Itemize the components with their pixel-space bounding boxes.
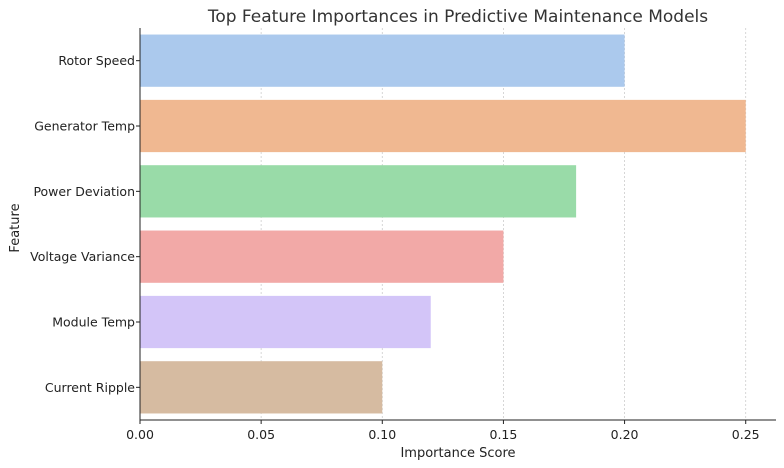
x-tick-label: 0.05 — [247, 427, 275, 442]
bar-voltage-variance — [140, 230, 504, 283]
x-tick-label: 0.00 — [126, 427, 154, 442]
y-tick-label: Generator Temp — [34, 119, 135, 134]
chart-title: Top Feature Importances in Predictive Ma… — [207, 7, 708, 27]
y-tick-label: Module Temp — [52, 315, 135, 330]
bar-rotor-speed — [140, 34, 625, 87]
grid-layer — [260, 28, 747, 420]
x-tick-label: 0.25 — [732, 427, 760, 442]
bar-current-ripple — [140, 361, 383, 414]
y-tick-label: Current Ripple — [45, 380, 135, 395]
y-tick-layer: Rotor Speed Generator Temp Power Deviation… — [30, 53, 140, 395]
x-tick-label: 0.15 — [490, 427, 518, 442]
x-tick-layer: 0.00 0.05 0.10 0.15 0.20 0.25 — [126, 420, 760, 442]
x-tick-label: 0.20 — [611, 427, 639, 442]
axis-layer — [139, 28, 776, 421]
x-tick-label: 0.10 — [368, 427, 396, 442]
y-axis-label: Feature — [8, 203, 23, 252]
y-tick-label: Voltage Variance — [30, 249, 135, 264]
y-tick-label: Rotor Speed — [58, 53, 135, 68]
x-axis-label: Importance Score — [400, 446, 515, 461]
bar-module-temp — [140, 295, 431, 349]
bar-generator-temp — [140, 99, 746, 153]
y-tick-label: Power Deviation — [33, 184, 135, 199]
bar-power-deviation — [140, 165, 577, 218]
bar-layer — [140, 34, 746, 414]
